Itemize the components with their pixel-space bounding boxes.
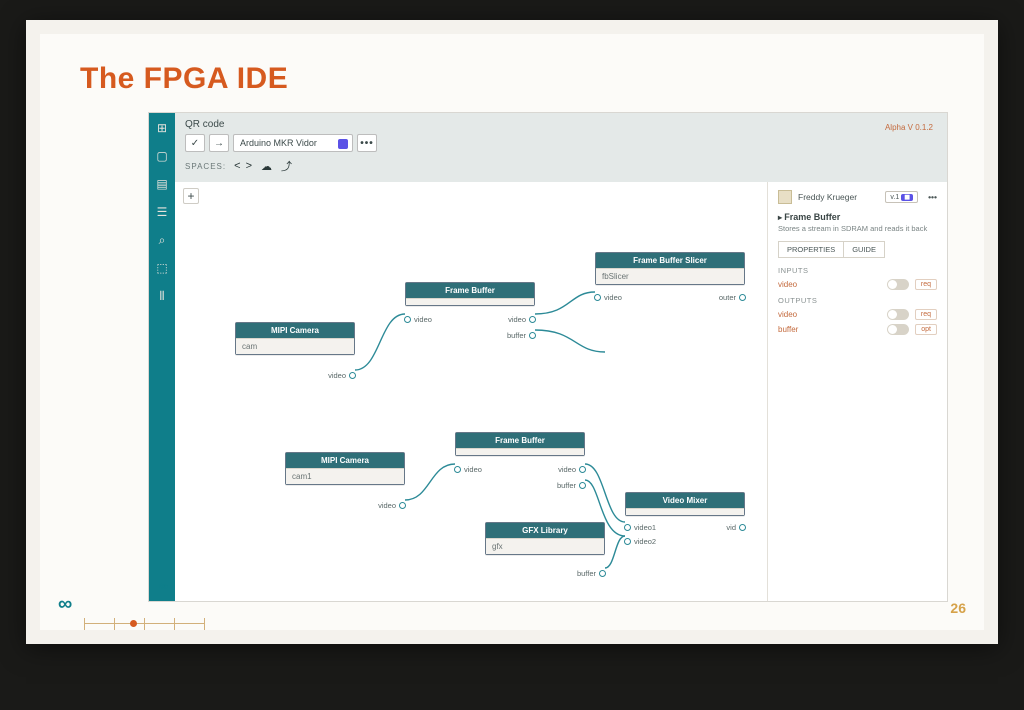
node-body: fbSlicer bbox=[596, 268, 744, 284]
property-name: video bbox=[778, 310, 797, 319]
cloud-icon[interactable]: ☁ bbox=[261, 160, 273, 173]
port-in[interactable]: video1 bbox=[624, 523, 656, 532]
arduino-logo-icon: ∞ bbox=[159, 578, 165, 593]
port-out[interactable]: buffer bbox=[507, 331, 536, 340]
slide-timeline bbox=[84, 618, 204, 630]
user-avatar bbox=[778, 190, 792, 204]
inspector-heading: Frame Buffer bbox=[778, 212, 937, 222]
sidebar-icon-1[interactable]: ▢ bbox=[155, 149, 169, 163]
board-select-label: Arduino MKR Vidor bbox=[240, 138, 317, 148]
property-toggle[interactable] bbox=[887, 309, 909, 320]
node-body bbox=[626, 508, 744, 515]
sidebar-icon-3[interactable]: ☰ bbox=[155, 205, 169, 219]
port-out[interactable]: video bbox=[558, 465, 586, 474]
node-title: Video Mixer bbox=[626, 493, 744, 508]
node-gfx[interactable]: GFX Librarygfxbuffer bbox=[485, 522, 605, 555]
section-outputs-label: OUTPUTS bbox=[778, 296, 937, 305]
section-inputs-label: INPUTS bbox=[778, 266, 937, 275]
sidebar-icon-0[interactable]: ⊞ bbox=[155, 121, 169, 135]
add-node-button[interactable]: + bbox=[183, 188, 199, 204]
spaces-row: SPACES: < > ☁ ⤴ bbox=[185, 158, 937, 174]
port-out[interactable]: buffer bbox=[557, 481, 586, 490]
ide-topbar: QR code ✓ → Arduino MKR Vidor ••• SPACES… bbox=[175, 113, 947, 182]
verify-button[interactable]: ✓ bbox=[185, 134, 205, 152]
node-slicer[interactable]: Frame Buffer SlicerfbSlicervideoouter bbox=[595, 252, 745, 285]
property-row: buffer opt bbox=[778, 324, 937, 335]
node-title: Frame Buffer Slicer bbox=[596, 253, 744, 268]
node-cam2[interactable]: MIPI Cameracam1video bbox=[285, 452, 405, 485]
node-body bbox=[406, 298, 534, 305]
node-mixer[interactable]: Video Mixervideo1video2vid bbox=[625, 492, 745, 516]
node-body: cam1 bbox=[286, 468, 404, 484]
node-title: GFX Library bbox=[486, 523, 604, 538]
version-badge: v.1◼ bbox=[885, 191, 918, 203]
port-in[interactable]: video bbox=[594, 293, 622, 302]
property-name: buffer bbox=[778, 325, 798, 334]
port-in[interactable]: video bbox=[454, 465, 482, 474]
node-canvas[interactable]: + Freddy Krueger v.1◼ ••• Frame Buffer S… bbox=[175, 182, 947, 601]
timeline-marker bbox=[130, 620, 137, 627]
node-body bbox=[456, 448, 584, 455]
port-out[interactable]: outer bbox=[719, 293, 746, 302]
node-fb2[interactable]: Frame Buffervideovideobuffer bbox=[455, 432, 585, 456]
arduino-logo: ∞ bbox=[58, 593, 68, 616]
port-out[interactable]: video bbox=[378, 501, 406, 510]
node-title: Frame Buffer bbox=[456, 433, 584, 448]
sidebar-icon-6[interactable]: ⦀ bbox=[155, 289, 169, 303]
sidebar-icon-4[interactable]: ⌕ bbox=[155, 233, 169, 247]
version-label: Alpha V 0.1.2 bbox=[885, 123, 933, 132]
ide-window: ⊞ ▢ ▤ ☰ ⌕ ⬚ ⦀ ∞ QR code ✓ → Arduino MKR Vidor •… bbox=[148, 112, 948, 602]
node-fb1[interactable]: Frame Buffervideovideobuffer bbox=[405, 282, 535, 306]
port-in[interactable]: video bbox=[404, 315, 432, 324]
slide-frame: The FPGA IDE 26 ∞ ⊞ ▢ ▤ ☰ ⌕ ⬚ ⦀ ∞ QR code ✓ → A… bbox=[26, 20, 998, 644]
property-toggle[interactable] bbox=[887, 279, 909, 290]
more-button[interactable]: ••• bbox=[357, 134, 377, 152]
inspector-more-button[interactable]: ••• bbox=[928, 192, 937, 202]
node-title: MIPI Camera bbox=[286, 453, 404, 468]
node-body: gfx bbox=[486, 538, 604, 554]
inspector-description: Stores a stream in SDRAM and reads it ba… bbox=[778, 224, 937, 233]
property-tag: opt bbox=[915, 324, 937, 335]
port-out[interactable]: video bbox=[328, 371, 356, 380]
node-title: MIPI Camera bbox=[236, 323, 354, 338]
inspector-panel: Freddy Krueger v.1◼ ••• Frame Buffer Sto… bbox=[767, 182, 947, 601]
inspector-tabs: PROPERTIES GUIDE bbox=[778, 241, 885, 258]
node-body: cam bbox=[236, 338, 354, 354]
node-cam1[interactable]: MIPI Cameracamvideo bbox=[235, 322, 355, 355]
property-name: video bbox=[778, 280, 797, 289]
property-tag: req bbox=[915, 309, 937, 320]
node-title: Frame Buffer bbox=[406, 283, 534, 298]
board-select[interactable]: Arduino MKR Vidor bbox=[233, 134, 353, 152]
upload-button[interactable]: → bbox=[209, 134, 229, 152]
slide-page-number: 26 bbox=[950, 600, 966, 616]
slide-title: The FPGA IDE bbox=[80, 62, 288, 96]
property-row: video req bbox=[778, 279, 937, 290]
property-toggle[interactable] bbox=[887, 324, 909, 335]
spaces-label: SPACES: bbox=[185, 162, 226, 171]
port-in[interactable]: video2 bbox=[624, 537, 656, 546]
share-icon[interactable]: ⤴ bbox=[281, 158, 293, 174]
port-out[interactable]: video bbox=[508, 315, 536, 324]
port-out[interactable]: buffer bbox=[577, 569, 606, 578]
tab-properties[interactable]: PROPERTIES bbox=[779, 242, 844, 257]
spaces-nav[interactable]: < > bbox=[234, 160, 253, 172]
port-out[interactable]: vid bbox=[726, 523, 746, 532]
sidebar-icon-5[interactable]: ⬚ bbox=[155, 261, 169, 275]
ide-sidebar: ⊞ ▢ ▤ ☰ ⌕ ⬚ ⦀ ∞ bbox=[149, 113, 175, 601]
user-name: Freddy Krueger bbox=[798, 192, 857, 202]
property-tag: req bbox=[915, 279, 937, 290]
project-name: QR code bbox=[185, 119, 937, 130]
ide-main: QR code ✓ → Arduino MKR Vidor ••• SPACES… bbox=[175, 113, 947, 601]
sidebar-icon-2[interactable]: ▤ bbox=[155, 177, 169, 191]
property-row: video req bbox=[778, 309, 937, 320]
tab-guide[interactable]: GUIDE bbox=[844, 242, 884, 257]
